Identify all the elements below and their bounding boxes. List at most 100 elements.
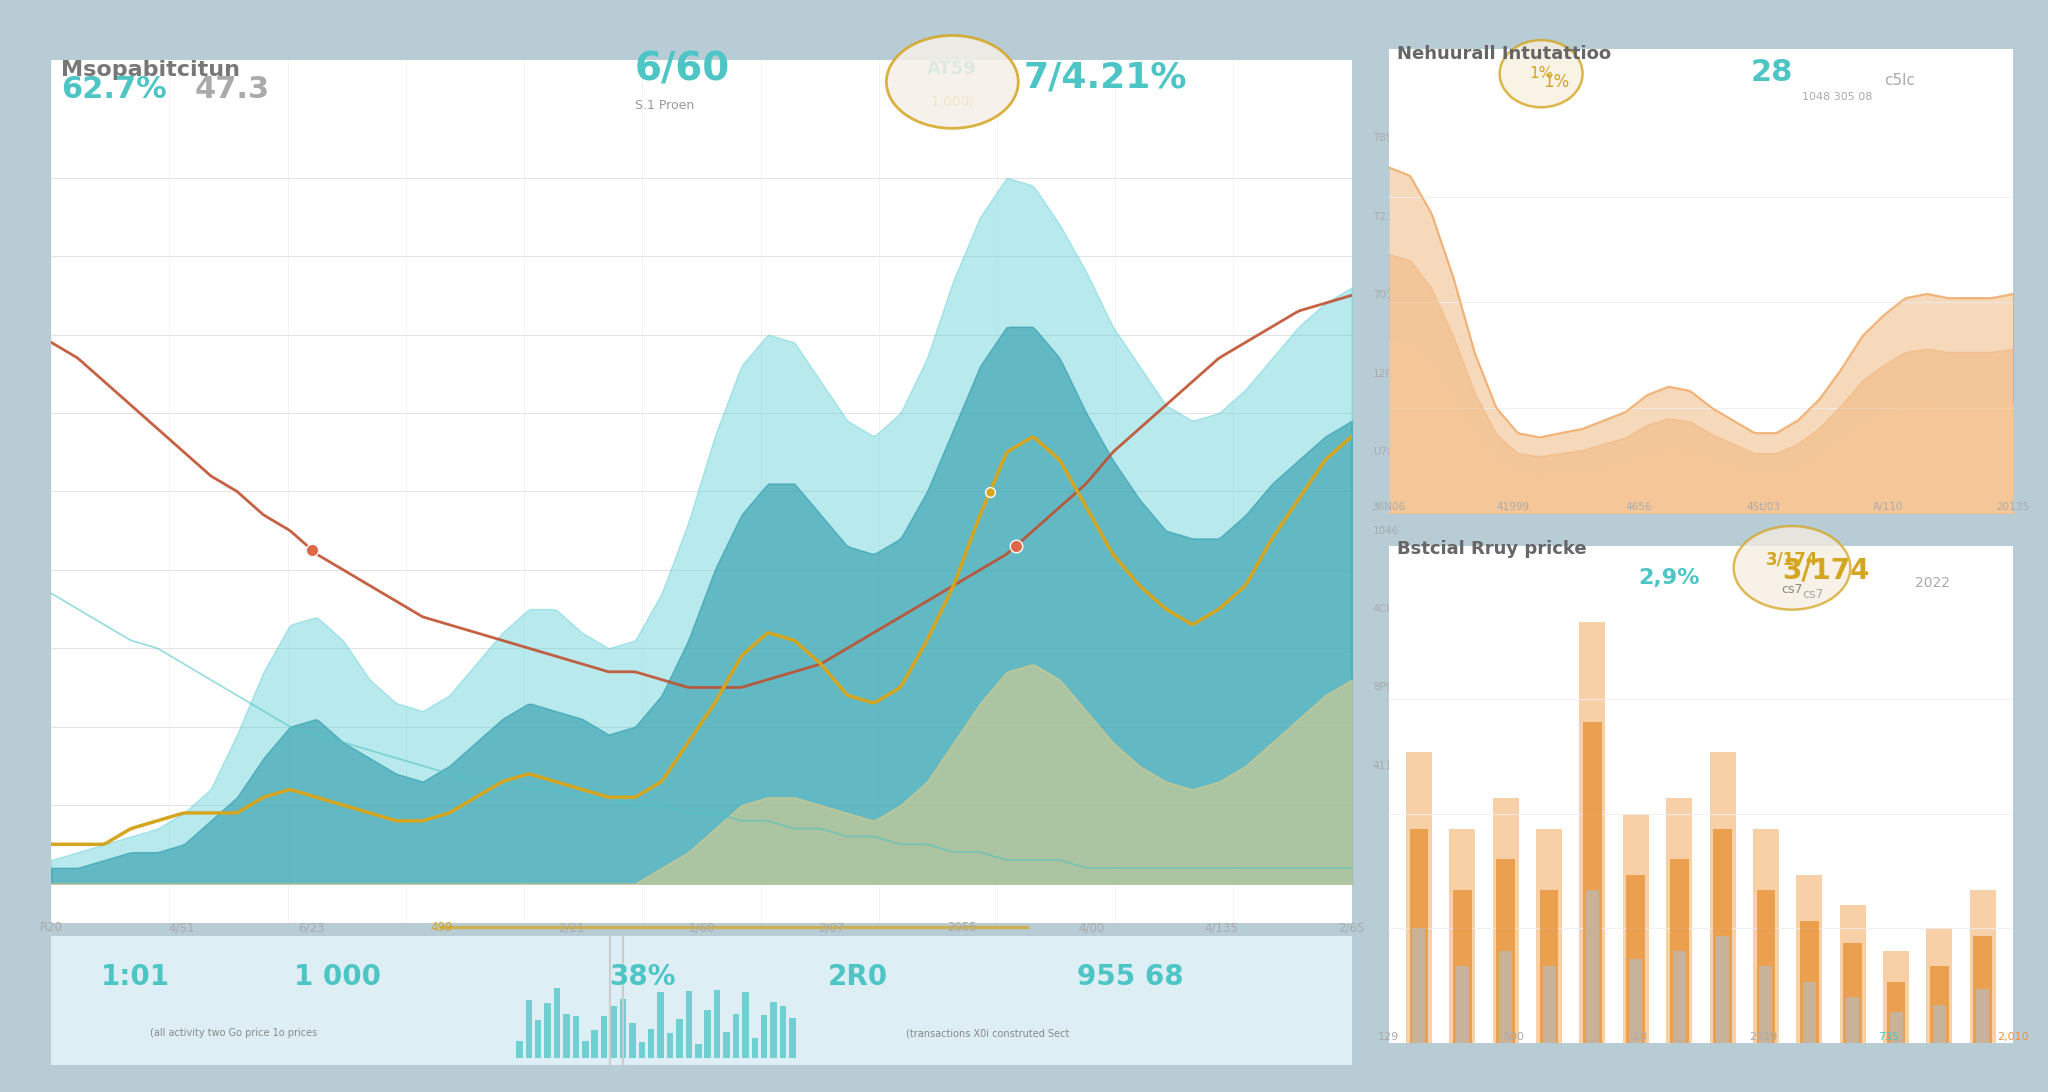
Text: 500: 500 [1503,1032,1524,1042]
Text: R20: R20 [39,922,63,935]
Ellipse shape [1733,526,1851,609]
Bar [705,1010,711,1058]
Text: 4/135: 4/135 [1204,922,1239,935]
Text: 499: 499 [430,922,453,935]
Bar [1927,928,1952,1043]
Text: -20: -20 [1630,1032,1647,1042]
Text: T235: T235 [1372,212,1399,222]
Bar [1882,951,1909,1043]
Bar [668,1033,674,1058]
Text: 1/60: 1/60 [688,922,715,935]
Text: 4/00: 4/00 [1079,922,1104,935]
Bar [1409,829,1427,1043]
Bar [1405,752,1432,1043]
Bar [1450,829,1475,1043]
Text: 129: 129 [1378,1032,1399,1042]
Text: 28: 28 [1751,58,1794,86]
Text: 2019: 2019 [1749,1032,1778,1042]
Text: 2022: 2022 [1915,577,1950,591]
Bar [1497,859,1516,1043]
Text: cs7: cs7 [1802,589,1823,602]
Bar [1452,890,1473,1043]
Text: 2/65: 2/65 [1339,922,1364,935]
Bar [1667,798,1692,1043]
Bar [573,1017,580,1058]
Bar [582,1042,588,1058]
Bar [639,1042,645,1058]
Bar [516,1041,522,1058]
Text: 3/174: 3/174 [1765,551,1819,569]
Text: 735: 735 [1878,1032,1898,1042]
Text: 7/4.21%: 7/4.21% [1024,60,1188,94]
Bar [780,1007,786,1058]
Ellipse shape [1499,40,1583,107]
Text: AT59: AT59 [928,60,977,78]
Text: 6/60: 6/60 [635,51,731,88]
Text: 36N06: 36N06 [1372,502,1405,512]
Bar [621,998,627,1058]
Text: Bstcial Rruy pricke: Bstcial Rruy pricke [1397,539,1587,558]
Text: 2/21: 2/21 [559,922,584,935]
Text: T898: T898 [1372,133,1399,143]
Bar [526,1000,532,1058]
Text: U78: U78 [1372,448,1393,458]
Bar [1536,829,1563,1043]
Text: 1%: 1% [1530,67,1552,81]
Bar [762,1014,768,1058]
Text: Msopabitcitun: Msopabitcitun [61,60,240,80]
Text: 41999: 41999 [1497,502,1530,512]
Text: (transactions X0i construted Sect: (transactions X0i construted Sect [905,1029,1069,1038]
Bar [610,1006,616,1058]
Bar [1413,928,1425,1043]
Text: 4656: 4656 [1626,502,1651,512]
Text: 2/07: 2/07 [819,922,844,935]
Bar [1886,982,1905,1043]
Bar [741,993,750,1058]
Text: 20135: 20135 [1997,502,2030,512]
Bar [1800,921,1819,1043]
Text: S.1 Proen: S.1 Proen [635,99,694,112]
Text: Nehuurall Intutattioo: Nehuurall Intutattioo [1397,45,1612,63]
Ellipse shape [887,35,1018,128]
Text: 62.7%: 62.7% [61,75,168,104]
Bar [1622,814,1649,1043]
Text: 38%: 38% [610,963,676,992]
Bar [1630,959,1642,1043]
Bar [1976,989,1989,1043]
Text: 1 000: 1 000 [293,963,381,992]
Bar [553,988,561,1058]
Text: 2,010: 2,010 [1997,1032,2030,1042]
Bar [1843,943,1862,1043]
Text: 4C8: 4C8 [1372,604,1393,614]
Text: 4116: 4116 [1372,761,1399,771]
Bar [1970,890,1997,1043]
Bar [1796,875,1823,1043]
Text: 1046: 1046 [1372,525,1399,535]
Text: 6/23: 6/23 [299,922,324,935]
Text: 2055: 2055 [946,922,977,935]
Bar [1456,966,1468,1043]
Bar [1759,966,1772,1043]
Bar [1845,997,1860,1043]
Text: (all activity two Go price 1o prices: (all activity two Go price 1o prices [150,1029,317,1038]
Bar [723,1032,729,1058]
Bar [1499,951,1511,1043]
Bar [752,1037,758,1058]
Bar [629,1023,635,1058]
Text: 3/174: 3/174 [1782,557,1870,584]
Bar [1929,966,1950,1043]
Text: A/110: A/110 [1874,502,1903,512]
Bar [770,1001,776,1058]
Bar [563,1014,569,1058]
Bar [1890,1012,1903,1043]
Text: 2R0: 2R0 [827,963,887,992]
Bar [1583,722,1602,1043]
Bar [733,1013,739,1058]
Text: 1:01: 1:01 [100,963,170,992]
Bar [647,1029,655,1058]
Bar [1585,890,1599,1043]
Bar [1579,622,1606,1043]
Text: 12P8: 12P8 [1372,369,1399,379]
Bar [1933,1005,1946,1043]
Text: 1%: 1% [1544,73,1569,92]
